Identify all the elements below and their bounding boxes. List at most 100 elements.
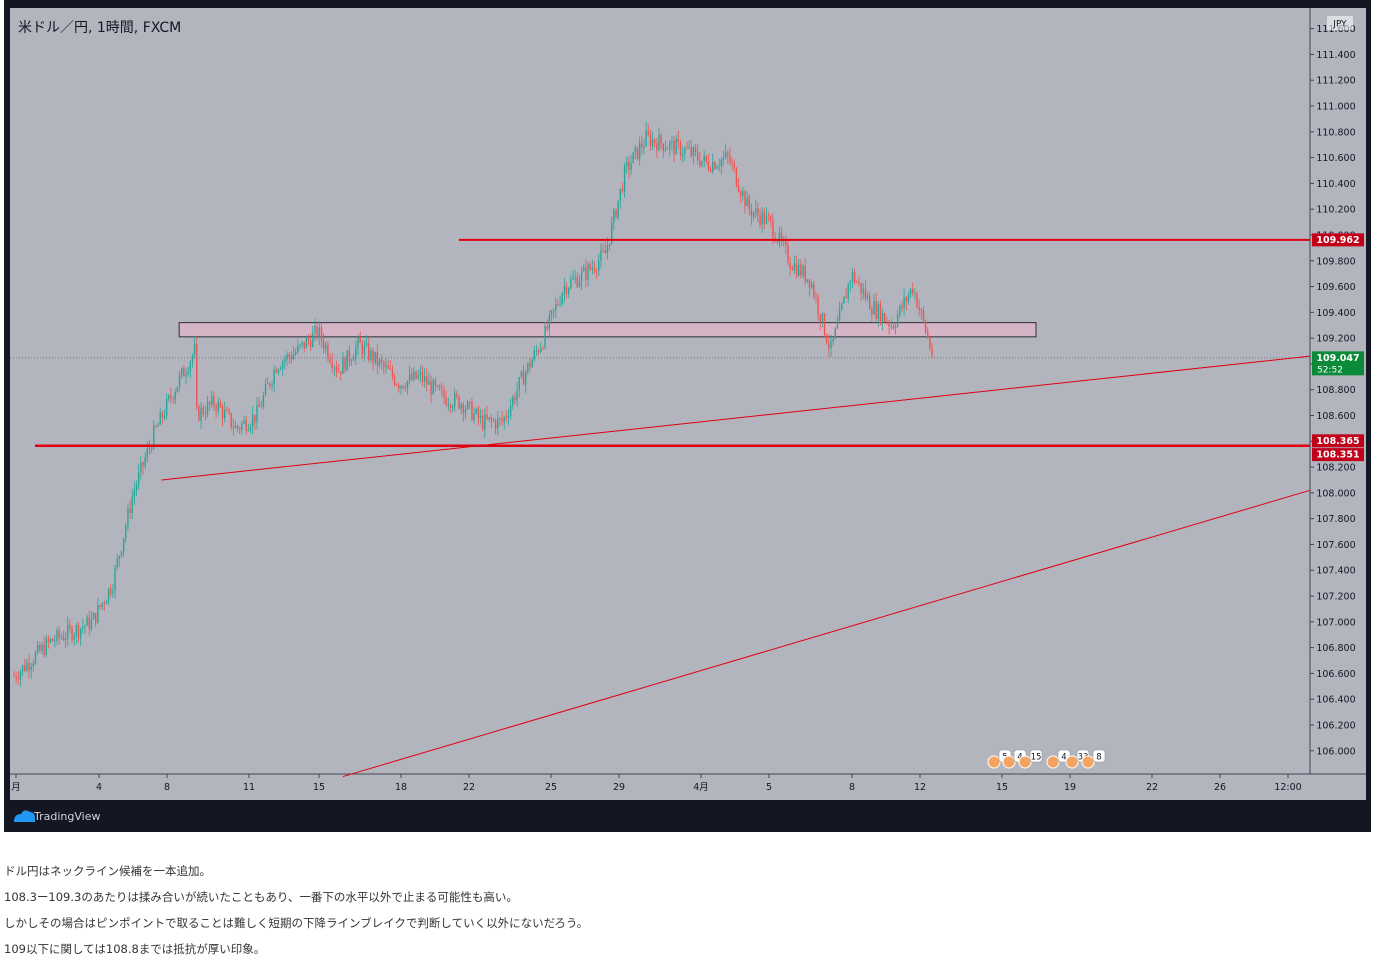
candle-body <box>565 286 568 294</box>
candle-body <box>423 376 426 382</box>
price-tick-label: 108.000 <box>1316 488 1355 499</box>
candle-body <box>490 417 492 421</box>
candle-body <box>501 418 503 422</box>
currency-badge[interactable]: JPY <box>1332 20 1347 30</box>
tradingview-logo[interactable]: TradingView <box>14 810 100 823</box>
candle-body <box>303 341 305 349</box>
candle-body <box>294 352 297 355</box>
candle-body <box>230 412 232 428</box>
trendline-upper[interactable] <box>161 355 1311 481</box>
candle-body <box>645 130 647 146</box>
candle-body <box>385 365 387 367</box>
candle-body <box>494 420 497 429</box>
price-chart[interactable]: 106.000 106.200 106.400 106.600 106.800 107.0… <box>4 0 1371 832</box>
candle-body <box>757 208 759 216</box>
candle-body <box>103 603 105 604</box>
candle-body <box>344 357 346 371</box>
candle-body <box>122 538 125 552</box>
price-tick-label: 108.600 <box>1316 411 1355 422</box>
candle-body <box>559 303 561 305</box>
resistance-zone-rectangle[interactable] <box>178 322 1037 338</box>
trendline-lower[interactable] <box>342 489 1311 778</box>
candle-body <box>168 395 170 399</box>
price-axis[interactable] <box>1310 8 1366 774</box>
candle-body <box>690 147 692 156</box>
candle-body <box>604 250 606 254</box>
time-tick-label: 25 <box>545 782 557 793</box>
candle-body <box>767 215 770 217</box>
candle-body <box>881 313 884 323</box>
candle-body <box>576 277 578 287</box>
candle-body <box>146 448 148 458</box>
candle-body <box>206 402 209 415</box>
candle-body <box>125 526 127 539</box>
candle-body <box>380 359 383 363</box>
candle-body <box>144 457 146 467</box>
candle-body <box>875 301 877 319</box>
economic-event-icons[interactable]: 54154338 <box>987 749 1106 769</box>
price-tick-label: 107.000 <box>1316 617 1355 628</box>
candle-body <box>851 271 854 282</box>
candle-body <box>447 405 449 406</box>
candle-body <box>643 145 645 148</box>
event-count: 33 <box>1078 753 1089 763</box>
candle-body <box>699 160 701 166</box>
candle-body <box>393 376 396 385</box>
candle-body <box>482 415 484 430</box>
time-tick-label: 18 <box>395 782 407 793</box>
candle-body <box>155 425 157 427</box>
event-count: 8 <box>1096 753 1101 763</box>
candle-body <box>456 393 458 397</box>
candle-body <box>778 232 781 243</box>
candle-body <box>864 289 867 299</box>
candle-body <box>903 297 905 309</box>
candle-body <box>77 624 80 638</box>
candle-body <box>918 307 920 310</box>
candle-body <box>430 381 432 395</box>
event-badge[interactable] <box>1029 749 1043 763</box>
candle-body <box>817 297 819 315</box>
candle-body <box>320 327 323 341</box>
candle-body <box>722 157 725 160</box>
plot-pane[interactable] <box>10 8 1310 774</box>
candle-body <box>99 604 101 608</box>
candle-body <box>45 638 47 656</box>
candle-body <box>36 645 39 653</box>
time-tick-label: 8 <box>849 782 855 793</box>
candle-body <box>277 369 280 373</box>
candle-body <box>634 147 637 153</box>
event-badge[interactable] <box>1092 749 1106 763</box>
candle-body <box>505 416 508 418</box>
candle-body <box>611 222 613 244</box>
candle-body <box>856 282 858 284</box>
candle-body <box>484 414 486 430</box>
candle-body <box>866 295 869 299</box>
candle-body <box>251 414 254 427</box>
candle-body <box>750 209 753 217</box>
candle-body <box>116 558 118 569</box>
candle-body <box>307 338 310 341</box>
candle-body <box>415 371 417 379</box>
candle-body <box>871 309 873 315</box>
candlestick-series <box>13 122 933 687</box>
currency-badge-bg[interactable] <box>1327 16 1353 30</box>
candle-body <box>329 358 331 363</box>
flag-icon <box>1046 755 1060 769</box>
candle-body <box>808 279 811 288</box>
candle-body <box>675 139 677 155</box>
candle-body <box>518 377 520 391</box>
candle-body <box>899 305 901 316</box>
candle-body <box>755 208 757 213</box>
flag-icon <box>987 755 1001 769</box>
candle-body <box>497 418 499 429</box>
candle-body <box>901 305 903 309</box>
candle-body <box>841 303 843 310</box>
candle-body <box>299 344 301 346</box>
candle-body <box>684 148 686 155</box>
candle-body <box>286 354 288 360</box>
candle-body <box>421 371 424 382</box>
candle-body <box>88 617 90 630</box>
time-axis[interactable] <box>10 774 1366 800</box>
candle-body <box>215 406 217 411</box>
price-tag-trendline <box>1312 448 1364 462</box>
